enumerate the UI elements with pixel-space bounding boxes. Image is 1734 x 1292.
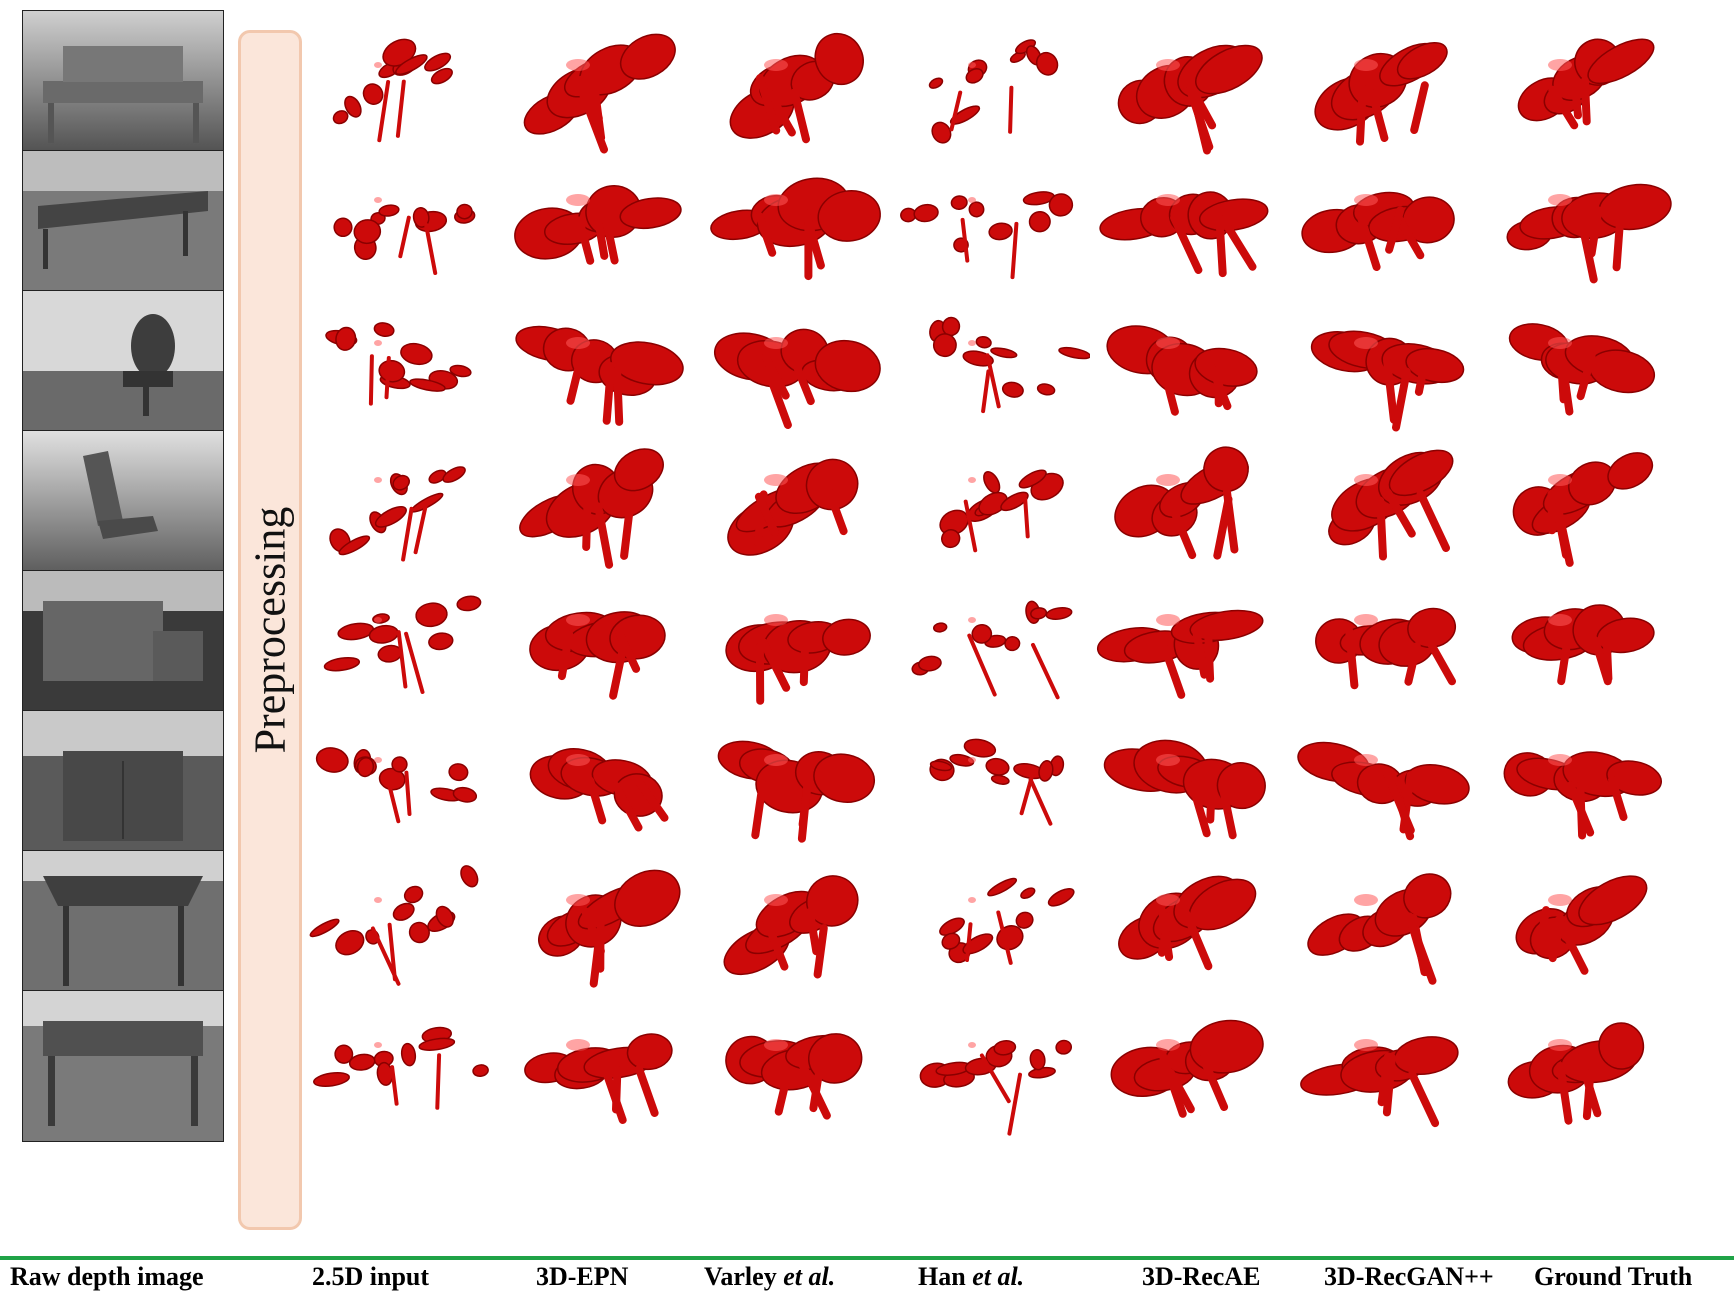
- shape-han: [894, 420, 1090, 575]
- depth-image: [22, 850, 224, 1002]
- shape-han: [894, 5, 1090, 160]
- preprocessing-box: Preprocessing: [238, 30, 302, 1230]
- shape-han: [894, 985, 1090, 1140]
- shape-3d-recae: [1090, 420, 1286, 575]
- shape-3d-epn: [500, 283, 696, 438]
- shape-input: [300, 140, 496, 295]
- depth-image: [22, 430, 224, 582]
- shape-varley: [698, 420, 894, 575]
- shape-3d-recgan: [1288, 560, 1484, 715]
- baseline-rule: [0, 1256, 1734, 1260]
- column-label-3d-epn: 3D-EPN: [536, 1262, 629, 1291]
- shape-3d-recgan: [1288, 140, 1484, 295]
- shape-ground-truth: [1482, 840, 1678, 995]
- depth-image: [22, 570, 224, 722]
- shape-ground-truth: [1482, 420, 1678, 575]
- depth-image: [22, 10, 224, 162]
- shape-input: [300, 283, 496, 438]
- column-label-input: 2.5D input: [312, 1262, 430, 1291]
- shape-han: [894, 700, 1090, 855]
- shape-3d-recae: [1090, 985, 1286, 1140]
- shape-input: [300, 560, 496, 715]
- column-label-varley: Varley et al.: [704, 1262, 836, 1291]
- shape-3d-epn: [500, 700, 696, 855]
- shape-input: [300, 985, 496, 1140]
- shape-varley: [698, 840, 894, 995]
- depth-image: [22, 710, 224, 862]
- column-label-3d-recgan: 3D-RecGAN++: [1324, 1262, 1494, 1291]
- shape-3d-recgan: [1288, 985, 1484, 1140]
- shape-varley: [698, 140, 894, 295]
- shape-3d-recae: [1090, 5, 1286, 160]
- shape-3d-recgan: [1288, 283, 1484, 438]
- shape-3d-recae: [1090, 560, 1286, 715]
- column-label-raw-depth: Raw depth image: [10, 1262, 204, 1291]
- shape-3d-epn: [500, 420, 696, 575]
- preprocessing-label: Preprocessing: [245, 506, 295, 754]
- shape-3d-recae: [1090, 140, 1286, 295]
- shape-varley: [698, 985, 894, 1140]
- depth-image: [22, 990, 224, 1142]
- shape-ground-truth: [1482, 140, 1678, 295]
- shape-input: [300, 700, 496, 855]
- shape-ground-truth: [1482, 700, 1678, 855]
- shape-3d-epn: [500, 840, 696, 995]
- shape-han: [894, 283, 1090, 438]
- depth-image: [22, 150, 224, 302]
- depth-image: [22, 290, 224, 442]
- shape-ground-truth: [1482, 560, 1678, 715]
- shape-varley: [698, 700, 894, 855]
- shape-3d-recgan: [1288, 840, 1484, 995]
- shape-input: [300, 840, 496, 995]
- column-label-ground-truth: Ground Truth: [1534, 1262, 1693, 1291]
- shape-han: [894, 840, 1090, 995]
- shape-input: [300, 420, 496, 575]
- shape-input: [300, 5, 496, 160]
- column-label-3d-recae: 3D-RecAE: [1142, 1262, 1261, 1291]
- shape-han: [894, 560, 1090, 715]
- shape-ground-truth: [1482, 985, 1678, 1140]
- shape-3d-recae: [1090, 840, 1286, 995]
- shape-3d-recae: [1090, 700, 1286, 855]
- shape-han: [894, 140, 1090, 295]
- shape-grid: [300, 0, 1734, 1262]
- shape-ground-truth: [1482, 283, 1678, 438]
- shape-varley: [698, 283, 894, 438]
- shape-3d-recgan: [1288, 700, 1484, 855]
- shape-3d-epn: [500, 140, 696, 295]
- shape-3d-recae: [1090, 283, 1286, 438]
- shape-3d-epn: [500, 5, 696, 160]
- shape-3d-epn: [500, 560, 696, 715]
- column-label-han: Han et al.: [918, 1262, 1025, 1291]
- shape-3d-recgan: [1288, 420, 1484, 575]
- shape-ground-truth: [1482, 5, 1678, 160]
- shape-3d-epn: [500, 985, 696, 1140]
- shape-varley: [698, 560, 894, 715]
- shape-3d-recgan: [1288, 5, 1484, 160]
- shape-varley: [698, 5, 894, 160]
